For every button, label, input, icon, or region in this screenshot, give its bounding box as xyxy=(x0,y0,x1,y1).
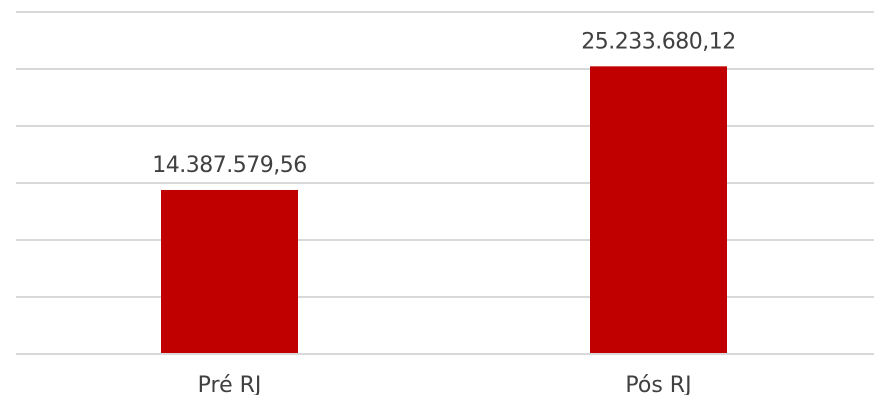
bars xyxy=(161,66,727,354)
bar xyxy=(590,66,727,354)
data-label: 14.387.579,56 xyxy=(152,153,306,178)
gridlines xyxy=(16,11,874,298)
data-labels: 14.387.579,56 25.233.680,12 xyxy=(152,29,736,178)
bar xyxy=(161,189,298,354)
data-label: 25.233.680,12 xyxy=(581,29,735,54)
category-labels: Pré RJ Pós RJ xyxy=(198,373,692,395)
category-label: Pós RJ xyxy=(625,373,691,395)
category-label: Pré RJ xyxy=(198,373,262,395)
